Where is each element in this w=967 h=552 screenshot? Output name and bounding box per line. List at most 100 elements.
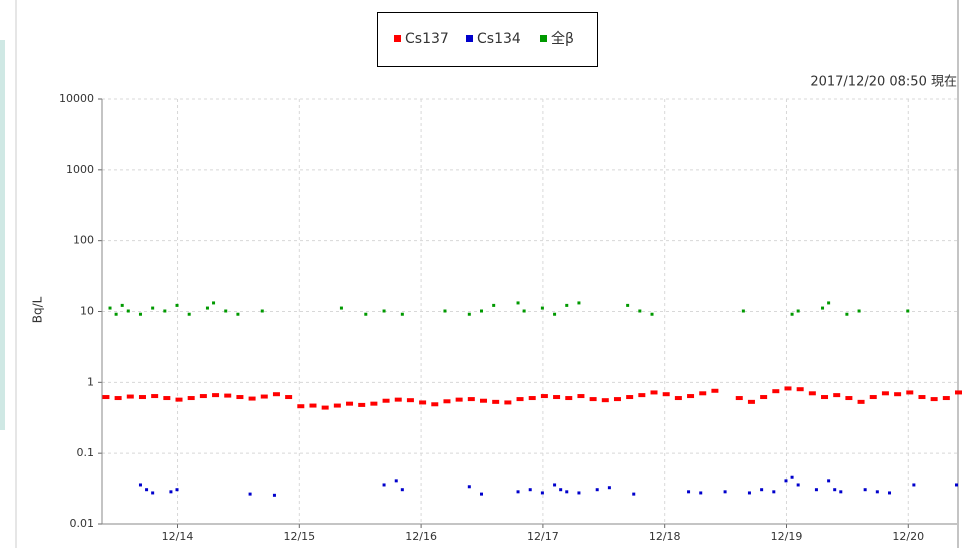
data-point [827, 479, 831, 483]
data-point [540, 491, 544, 495]
data-point [522, 309, 526, 313]
data-point [175, 488, 179, 492]
data-point [796, 309, 800, 313]
data-point [199, 394, 207, 399]
data-point [419, 400, 427, 405]
data-point [431, 402, 439, 407]
y-tick-label: 0.01 [70, 517, 95, 530]
data-point [601, 398, 609, 403]
data-point [881, 391, 889, 396]
data-point [169, 490, 173, 494]
data-point [151, 306, 155, 310]
data-point [565, 490, 569, 494]
legend-label: 全β [551, 30, 574, 47]
data-point [662, 392, 670, 397]
x-tick-label: 12/16 [405, 530, 437, 543]
data-point [638, 393, 646, 398]
data-point [955, 483, 958, 487]
data-point [339, 306, 343, 310]
data-point [455, 397, 463, 402]
x-tick-label: 12/20 [892, 530, 924, 543]
data-point [467, 485, 471, 489]
data-point [821, 395, 829, 400]
x-tick-label: 12/15 [283, 530, 315, 543]
data-point [711, 388, 719, 393]
data-point [516, 490, 520, 494]
data-point [467, 312, 471, 316]
data-point [126, 394, 134, 399]
data-point [394, 397, 402, 402]
data-point [540, 306, 544, 310]
data-point [845, 396, 853, 401]
y-axis-label: Bq/L [31, 296, 45, 323]
data-point [467, 397, 475, 402]
legend-swatch [394, 35, 401, 42]
data-point [151, 394, 159, 399]
data-point [175, 303, 179, 307]
data-point [845, 312, 849, 316]
data-point [814, 488, 818, 492]
data-point [577, 301, 581, 305]
data-point [553, 312, 557, 316]
data-point [626, 303, 630, 307]
data-point [577, 491, 581, 495]
data-point [955, 390, 962, 395]
data-point [492, 303, 496, 307]
data-point [559, 488, 563, 492]
data-point [187, 396, 195, 401]
data-point [699, 391, 707, 396]
data-point [285, 395, 293, 400]
data-point [638, 309, 642, 313]
data-point [565, 396, 573, 401]
data-point [224, 393, 232, 398]
legend-label: Cs137 [405, 31, 449, 47]
data-point [370, 401, 378, 406]
data-point [224, 309, 228, 313]
data-point [145, 488, 149, 492]
data-point [589, 397, 597, 402]
data-point [114, 396, 122, 401]
data-point [163, 396, 171, 401]
data-point [577, 394, 585, 399]
data-point [833, 488, 837, 492]
y-tick-label: 10 [80, 305, 94, 318]
data-point [930, 397, 938, 402]
data-point [687, 394, 695, 399]
data-point [540, 394, 548, 399]
y-tick-label: 1 [87, 375, 94, 388]
data-point [382, 398, 390, 403]
data-point [760, 488, 764, 492]
data-point [906, 390, 914, 395]
data-point [784, 386, 792, 391]
data-point [863, 488, 867, 492]
data-point [382, 309, 386, 313]
data-point [309, 403, 317, 408]
data-point [516, 397, 524, 402]
data-point [333, 403, 341, 408]
data-point [212, 393, 220, 398]
data-point [833, 393, 841, 398]
side-strip [0, 40, 5, 430]
data-point [894, 392, 902, 397]
data-point [790, 312, 794, 316]
data-point [297, 404, 305, 409]
legend-box [377, 12, 598, 67]
data-point [821, 306, 825, 310]
data-point [480, 492, 483, 496]
data-point [735, 396, 743, 401]
data-point [272, 493, 276, 497]
data-point [553, 483, 557, 487]
data-point [918, 395, 926, 400]
data-point [114, 312, 118, 316]
data-point [790, 475, 794, 479]
data-point [108, 306, 112, 310]
data-point [358, 402, 366, 407]
data-point [480, 398, 487, 403]
data-point [553, 395, 561, 400]
data-point [942, 396, 950, 401]
data-point [480, 309, 483, 313]
data-point [175, 397, 183, 402]
data-point [827, 301, 831, 305]
data-point [723, 490, 727, 494]
